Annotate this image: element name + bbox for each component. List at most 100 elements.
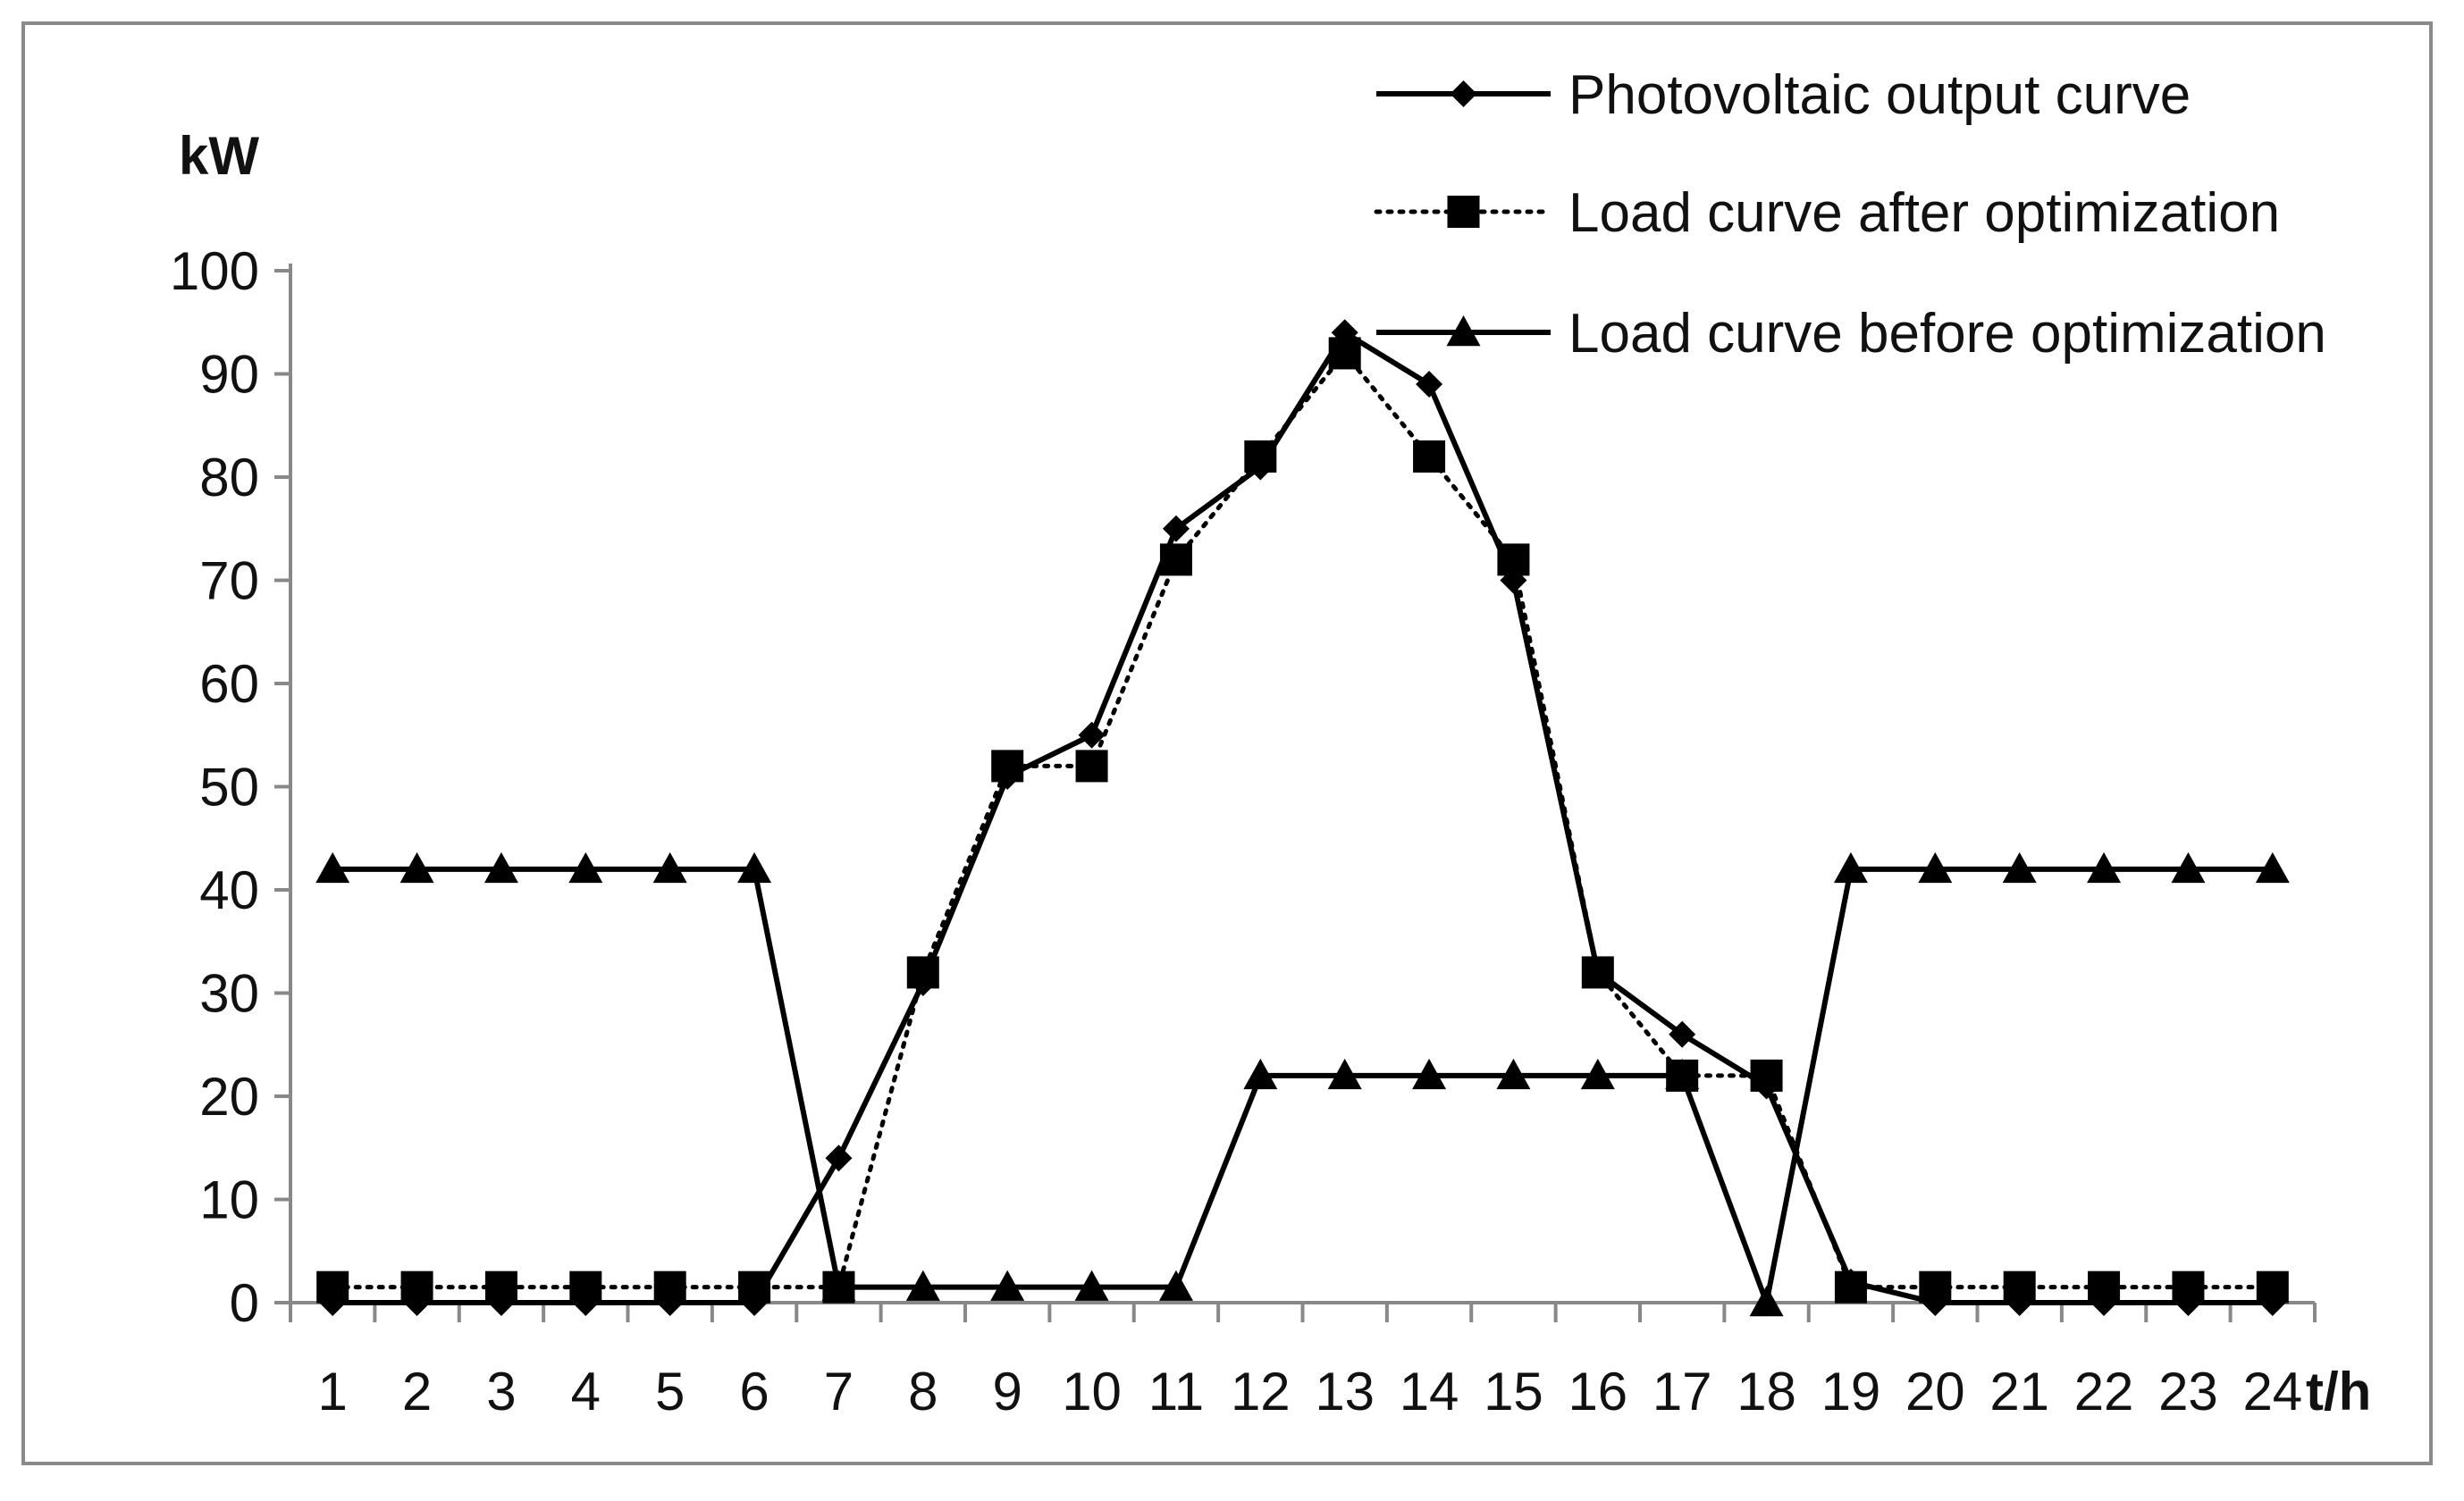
x-tick-label: 23 (2158, 1362, 2218, 1421)
x-tick-label: 19 (1821, 1362, 1881, 1421)
data-point (2087, 851, 2122, 884)
data-point (822, 1270, 855, 1304)
data-point (1580, 1058, 1615, 1090)
y-axis-label: kW (179, 126, 259, 186)
data-point (1749, 1286, 1784, 1317)
data-point (990, 1270, 1025, 1301)
x-tick-label: 2 (402, 1362, 432, 1421)
x-tick-label: 18 (1737, 1362, 1796, 1421)
data-point (1328, 337, 1361, 370)
data-point (1750, 1059, 1783, 1092)
y-tick-label: 20 (199, 1067, 259, 1127)
legend-marker (1446, 315, 1481, 347)
legend-label: Load curve after optimization (1568, 182, 2280, 244)
y-tick-label: 60 (199, 654, 259, 714)
data-point (399, 851, 434, 884)
x-tick-label: 3 (486, 1362, 516, 1421)
data-point (738, 1270, 771, 1304)
plot-series (315, 319, 2290, 1317)
data-point (484, 851, 518, 884)
data-point (568, 851, 603, 884)
x-tick-label: 15 (1484, 1362, 1543, 1421)
data-point (2003, 1270, 2036, 1304)
data-point (1416, 371, 1443, 398)
data-point (2088, 1270, 2121, 1304)
data-point (1074, 1270, 1109, 1301)
y-axis: 0 10 20 30 40 50 60 70 80 90 100 (170, 241, 292, 1333)
x-tick-label: 10 (1062, 1362, 1122, 1421)
y-tick-label: 70 (199, 551, 259, 611)
data-point (652, 851, 687, 884)
x-tick-label: 20 (1905, 1362, 1965, 1421)
data-point (2171, 851, 2206, 884)
x-tick-label: 14 (1400, 1362, 1459, 1421)
x-tick-label: 11 (1148, 1362, 1204, 1421)
data-point (737, 851, 772, 884)
data-point (316, 1270, 349, 1304)
x-tick-label: 8 (908, 1362, 938, 1421)
data-point (2256, 1270, 2289, 1304)
legend-item: Load curve after optimization (1374, 182, 2280, 244)
data-point (1158, 1270, 1193, 1301)
series-line (330, 350, 2275, 1290)
legend-label: Load curve before optimization (1568, 303, 2326, 365)
x-tick-label: 22 (2074, 1362, 2134, 1421)
data-point (1412, 1058, 1447, 1090)
legend-marker (1447, 196, 1480, 228)
data-point (1919, 1270, 1952, 1304)
data-point (1162, 515, 1190, 542)
data-point (2172, 1270, 2205, 1304)
data-point (653, 1270, 686, 1304)
x-tick-label: 1 (318, 1362, 348, 1421)
data-point (2002, 851, 2037, 884)
x-tick-label: 6 (739, 1362, 769, 1421)
chart-frame (21, 21, 2433, 1465)
y-tick-label: 90 (199, 345, 259, 405)
x-tick-label: 9 (993, 1362, 1022, 1421)
data-point (315, 851, 350, 884)
data-point (825, 1145, 853, 1172)
data-point (991, 750, 1024, 783)
y-tick-label: 40 (199, 860, 259, 920)
x-tick-label: 17 (1652, 1362, 1712, 1421)
x-tick-label: 24 (2242, 1362, 2302, 1421)
data-point (400, 1270, 433, 1304)
data-point (1669, 1020, 1696, 1048)
data-point (1666, 1059, 1699, 1092)
series-square (316, 337, 2289, 1304)
data-point (2255, 851, 2290, 884)
data-point (1075, 750, 1108, 783)
data-point (1496, 1058, 1531, 1090)
data-point (1834, 1270, 1867, 1304)
data-point (1327, 1058, 1362, 1090)
legend-item: Photovoltaic output curve (1376, 64, 2191, 126)
series-line (332, 866, 2273, 1305)
legend-label: Photovoltaic output curve (1568, 64, 2191, 126)
data-point (1581, 956, 1614, 989)
legend-item: Load curve before optimization (1376, 303, 2326, 365)
data-point (1833, 851, 1868, 884)
data-point (905, 1270, 940, 1301)
x-tick-label: 13 (1315, 1362, 1375, 1421)
series-line (332, 330, 2273, 1305)
y-tick-label: 100 (170, 241, 259, 301)
y-tick-label: 30 (199, 964, 259, 1024)
data-point (484, 1270, 517, 1304)
data-point (1078, 721, 1106, 749)
x-tick-label: 7 (824, 1362, 854, 1421)
x-tick-label: 4 (571, 1362, 601, 1421)
legend-marker (1450, 80, 1477, 107)
y-tick-label: 0 (230, 1273, 259, 1333)
y-tick-label: 50 (199, 758, 259, 818)
x-tick-label: 16 (1568, 1362, 1627, 1421)
data-point (1918, 851, 1953, 884)
x-tick-label: 5 (655, 1362, 685, 1421)
series-triangle (315, 851, 2290, 1317)
y-tick-label: 80 (199, 448, 259, 507)
x-tick-label: 21 (1989, 1362, 2049, 1421)
data-point (1243, 1058, 1278, 1090)
data-point (1497, 543, 1530, 576)
series-diamond (319, 319, 2286, 1316)
data-point (1413, 440, 1446, 473)
